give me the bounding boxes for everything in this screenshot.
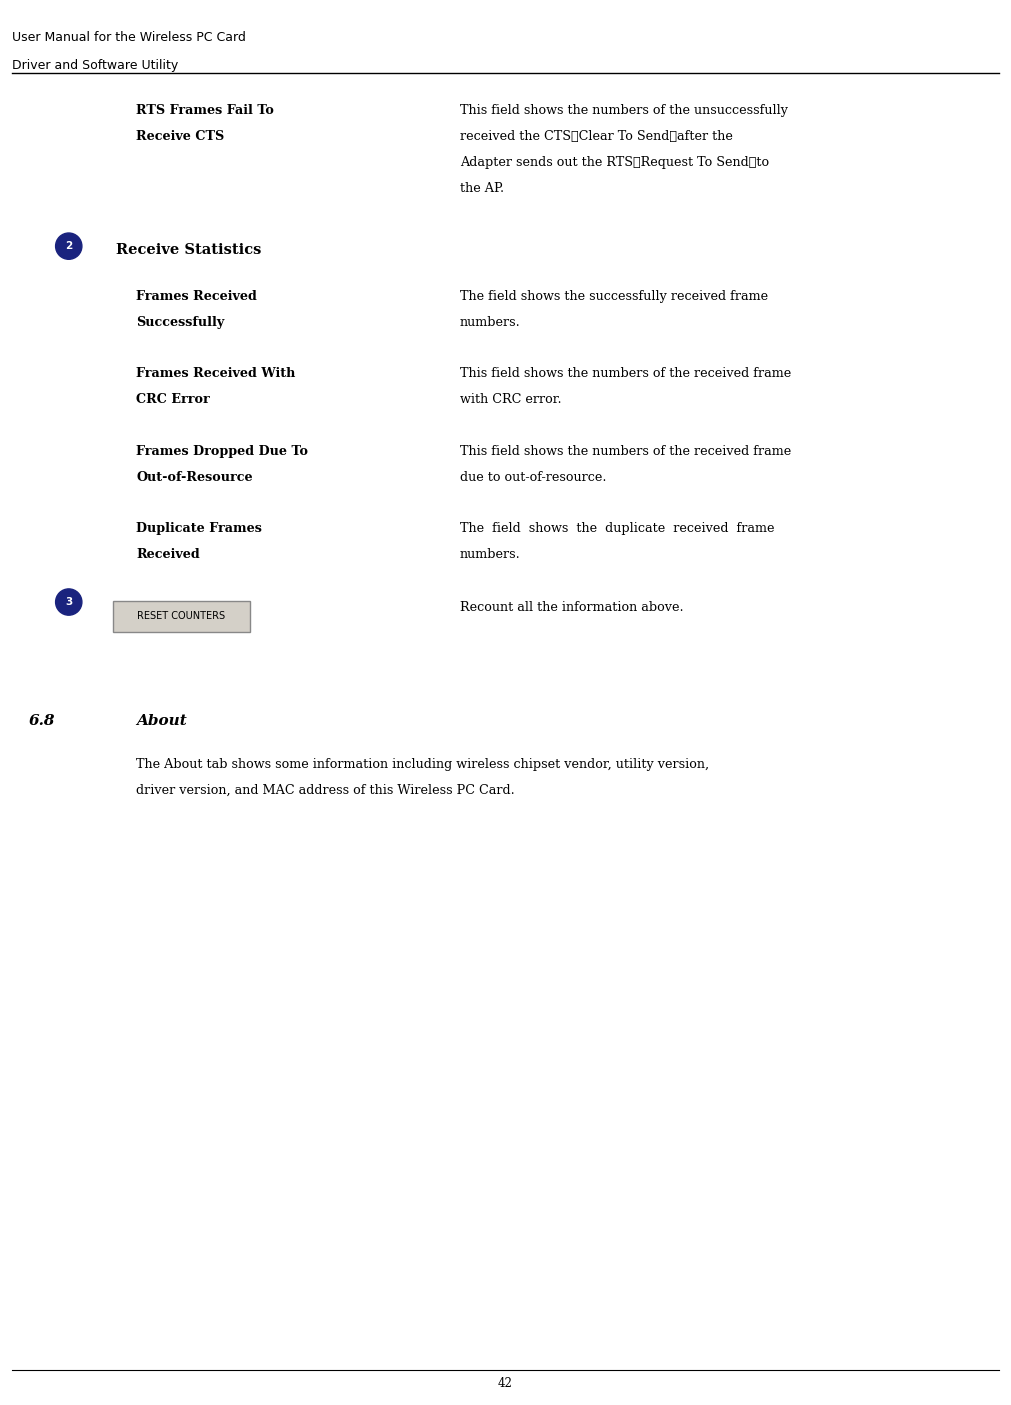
Text: RTS Frames Fail To: RTS Frames Fail To xyxy=(136,104,274,117)
Text: This field shows the numbers of the unsuccessfully: This field shows the numbers of the unsu… xyxy=(460,104,788,117)
Text: driver version, and MAC address of this Wireless PC Card.: driver version, and MAC address of this … xyxy=(136,784,516,797)
Text: The About tab shows some information including wireless chipset vendor, utility : The About tab shows some information inc… xyxy=(136,757,710,771)
Text: Successfully: Successfully xyxy=(136,316,224,329)
Text: Duplicate Frames: Duplicate Frames xyxy=(136,521,263,535)
Text: Frames Received With: Frames Received With xyxy=(136,367,296,381)
Text: Recount all the information above.: Recount all the information above. xyxy=(460,600,683,614)
Text: CRC Error: CRC Error xyxy=(136,393,210,406)
Text: Driver and Software Utility: Driver and Software Utility xyxy=(12,59,178,72)
Text: 2: 2 xyxy=(65,242,73,251)
Text: 6.8: 6.8 xyxy=(28,714,55,728)
Text: Adapter sends out the RTS（Request To Send）to: Adapter sends out the RTS（Request To Sen… xyxy=(460,156,769,169)
Text: with CRC error.: with CRC error. xyxy=(460,393,562,406)
Text: User Manual for the Wireless PC Card: User Manual for the Wireless PC Card xyxy=(12,31,246,44)
Text: numbers.: numbers. xyxy=(460,548,521,561)
Text: Receive CTS: Receive CTS xyxy=(136,131,224,143)
Ellipse shape xyxy=(56,589,82,615)
Text: the AP.: the AP. xyxy=(460,181,504,195)
Text: RESET COUNTERS: RESET COUNTERS xyxy=(137,611,225,621)
FancyBboxPatch shape xyxy=(113,600,250,631)
Text: received the CTS（Clear To Send）after the: received the CTS（Clear To Send）after the xyxy=(460,131,733,143)
Text: This field shows the numbers of the received frame: This field shows the numbers of the rece… xyxy=(460,444,792,458)
Text: Out-of-Resource: Out-of-Resource xyxy=(136,471,253,483)
Text: 42: 42 xyxy=(498,1377,513,1390)
Text: The  field  shows  the  duplicate  received  frame: The field shows the duplicate received f… xyxy=(460,521,774,535)
Text: 3: 3 xyxy=(65,597,73,607)
Text: Frames Dropped Due To: Frames Dropped Due To xyxy=(136,444,308,458)
Ellipse shape xyxy=(56,233,82,260)
Text: numbers.: numbers. xyxy=(460,316,521,329)
Text: This field shows the numbers of the received frame: This field shows the numbers of the rece… xyxy=(460,367,792,381)
Text: Receive Statistics: Receive Statistics xyxy=(116,243,262,257)
Text: due to out-of-resource.: due to out-of-resource. xyxy=(460,471,607,483)
Text: The field shows the successfully received frame: The field shows the successfully receive… xyxy=(460,289,768,303)
Text: Frames Received: Frames Received xyxy=(136,289,258,303)
Text: About: About xyxy=(136,714,187,728)
Text: Received: Received xyxy=(136,548,200,561)
